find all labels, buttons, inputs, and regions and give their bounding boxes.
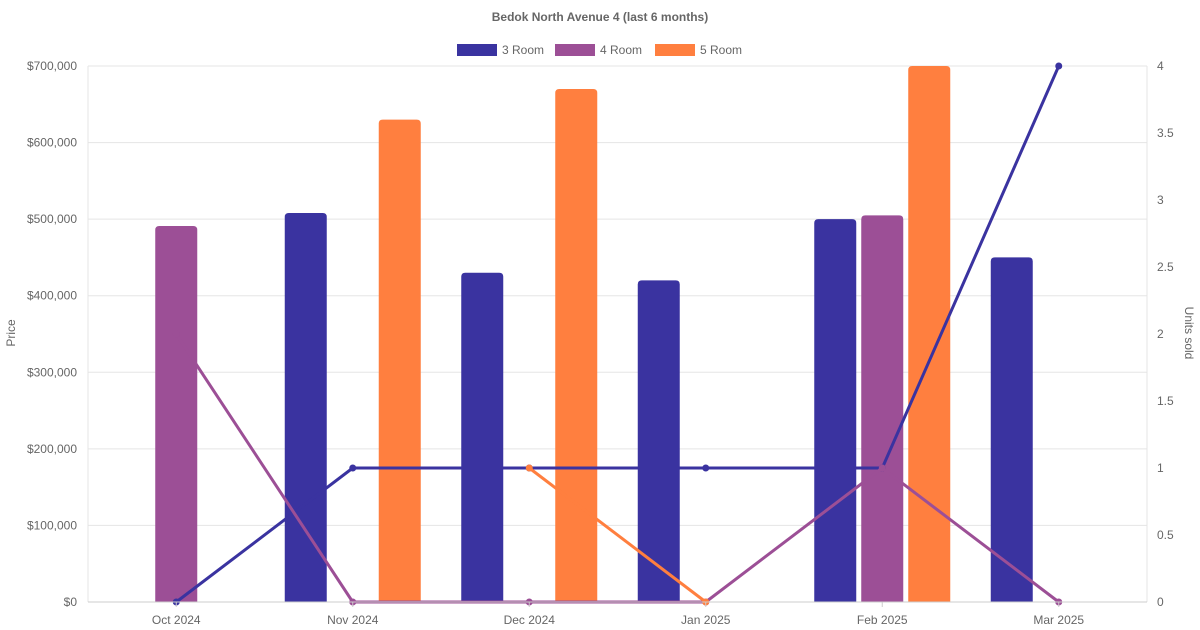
bar-4-room: [861, 215, 904, 603]
y2-tick-label: 1.5: [1157, 394, 1174, 408]
y-tick-label: $200,000: [27, 442, 77, 456]
legend-swatch: [457, 44, 497, 56]
y-tick-label: $300,000: [27, 365, 77, 379]
y2-axis-title: Units sold: [1182, 307, 1196, 360]
bar-3-room: [637, 280, 680, 602]
x-tick-label: Dec 2024: [504, 613, 556, 627]
legend-swatch: [555, 44, 595, 56]
y2-tick-label: 0: [1157, 595, 1164, 609]
x-tick-label: Jan 2025: [681, 613, 731, 627]
legend-label: 3 Room: [502, 43, 544, 57]
bar-5-room: [908, 66, 951, 602]
y2-tick-label: 3: [1157, 193, 1164, 207]
bar-4-room: [155, 226, 198, 602]
legend: 3 Room 4 Room 5 Room: [457, 43, 742, 57]
bar-3-room: [284, 213, 327, 602]
axes: $0 $100,000 $200,000 $300,000 $400,000 $500,0…: [27, 59, 1174, 627]
x-tick-label: Oct 2024: [152, 613, 201, 627]
y2-tick-label: 2.5: [1157, 260, 1174, 274]
y-tick-label: $0: [64, 595, 78, 609]
y-tick-label: $600,000: [27, 136, 77, 150]
y-axis-title: Price: [4, 319, 18, 347]
bar-3-room: [814, 219, 857, 602]
point-4-room: [878, 464, 886, 472]
bar-5-room: [555, 88, 598, 602]
point-3-room: [1055, 62, 1063, 70]
y2-tick-label: 1: [1157, 461, 1164, 475]
y-tick-label: $400,000: [27, 289, 77, 303]
point-3-room: [702, 464, 710, 472]
y-tick-label: $700,000: [27, 59, 77, 73]
x-tick-label: Mar 2025: [1033, 613, 1084, 627]
x-tick-label: Nov 2024: [327, 613, 379, 627]
y-tick-label: $500,000: [27, 212, 77, 226]
bar-3-room: [461, 272, 504, 602]
legend-label: 4 Room: [600, 43, 642, 57]
point-3-room: [349, 464, 357, 472]
line-5-room: [528, 466, 707, 604]
legend-label: 5 Room: [700, 43, 742, 57]
y2-tick-label: 0.5: [1157, 528, 1174, 542]
bar-5-room: [378, 119, 421, 602]
gridlines: [88, 65, 1147, 603]
bars: [155, 66, 1033, 603]
legend-swatch: [655, 44, 695, 56]
y2-tick-label: 4: [1157, 59, 1164, 73]
line-3-room: [175, 65, 1061, 604]
x-tick-label: Feb 2025: [857, 613, 908, 627]
y-tick-label: $100,000: [27, 518, 77, 532]
y2-tick-label: 3.5: [1157, 126, 1174, 140]
point-5-room: [525, 464, 533, 472]
chart-title: Bedok North Avenue 4 (last 6 months): [492, 10, 708, 24]
point-4-room: [172, 330, 180, 338]
y2-tick-label: 2: [1157, 327, 1164, 341]
bar-3-room: [990, 257, 1033, 602]
